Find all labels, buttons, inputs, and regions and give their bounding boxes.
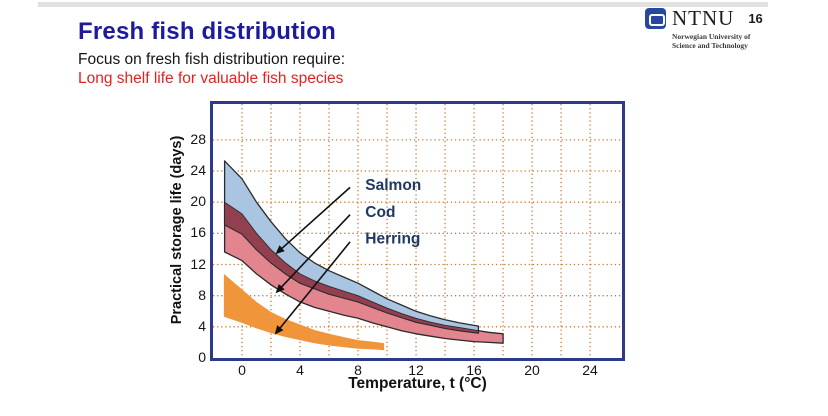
chart-plot-area: Salmon Cod Herring bbox=[210, 101, 625, 361]
ntnu-logo-subtext: Norwegian University of Science and Tech… bbox=[672, 32, 751, 50]
slide-subtitle: Focus on fresh fish distribution require… bbox=[78, 51, 346, 68]
herring-band bbox=[223, 273, 385, 351]
ntnu-logo-icon bbox=[645, 8, 666, 29]
salmon-label: Salmon bbox=[365, 177, 421, 194]
y-tick-label: 12 bbox=[190, 256, 206, 272]
x-tick-label: 8 bbox=[354, 362, 362, 378]
top-divider bbox=[38, 2, 768, 7]
slide-title: Fresh fish distribution bbox=[78, 18, 336, 45]
x-axis-title: Temperature, t (°C) bbox=[348, 375, 487, 392]
x-tick-label: 24 bbox=[582, 362, 598, 378]
cod-arrow bbox=[275, 214, 351, 294]
x-tick-label: 20 bbox=[524, 362, 540, 378]
salmon-arrow bbox=[275, 186, 351, 255]
herring-arrow bbox=[274, 241, 351, 335]
ntnu-logo-block: NTNU 16 Norwegian University of Science … bbox=[645, 6, 805, 50]
salmon-cod-overlap-band bbox=[224, 201, 479, 334]
x-tick-label: 16 bbox=[466, 362, 482, 378]
y-tick-label: 28 bbox=[190, 131, 206, 147]
ntnu-logo-text: NTNU bbox=[672, 6, 735, 30]
y-tick-label: 20 bbox=[190, 193, 206, 209]
page-number: 16 bbox=[748, 11, 763, 26]
slide-highlight-text: Long shelf life for valuable fish specie… bbox=[78, 70, 344, 87]
storage-life-chart: Salmon Cod Herring bbox=[213, 104, 622, 358]
y-tick-label: 0 bbox=[198, 349, 206, 365]
y-tick-label: 8 bbox=[198, 287, 206, 303]
herring-label: Herring bbox=[365, 231, 420, 248]
cod-label: Cod bbox=[365, 204, 395, 221]
y-tick-label: 4 bbox=[198, 318, 206, 334]
x-tick-label: 4 bbox=[296, 362, 304, 378]
y-tick-label: 16 bbox=[190, 224, 206, 240]
x-tick-label: 0 bbox=[238, 362, 246, 378]
y-tick-label: 24 bbox=[190, 162, 206, 178]
x-tick-label: 12 bbox=[408, 362, 424, 378]
